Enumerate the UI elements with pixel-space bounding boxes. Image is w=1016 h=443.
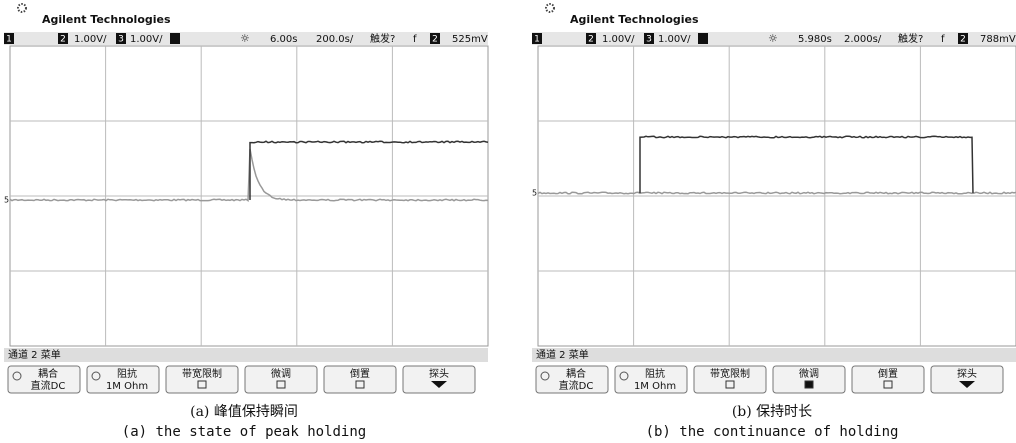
scope-panel: Agilent Technologies ☼ 1 2 1.00V/3 1.00V/5.98… — [532, 4, 1016, 440]
status-text: 1.00V/ — [658, 34, 691, 45]
button-label: 微调 — [799, 367, 819, 380]
button-label: 探头 — [429, 367, 449, 380]
brand: Agilent Technologies — [42, 13, 171, 26]
button-icon — [805, 381, 813, 388]
status-text: 5.980s — [798, 34, 832, 45]
button-label: 耦合 — [38, 367, 58, 380]
menu-bar — [532, 348, 1016, 362]
status-text: 1.00V/ — [74, 34, 107, 45]
status-text: 触发? — [370, 32, 395, 45]
button-label: 倒置 — [350, 368, 370, 380]
status-text: 1.00V/ — [130, 34, 163, 45]
ground-marker: 5 — [4, 196, 9, 205]
channel-box — [170, 33, 180, 44]
button-value: 直流DC — [31, 379, 66, 392]
status-text: 触发? — [898, 32, 923, 45]
menu-bar — [4, 348, 488, 362]
button-label: 探头 — [957, 367, 977, 380]
caption-cn: (b) 保持时长 — [732, 404, 812, 420]
status-text: 6.00s — [270, 34, 297, 45]
channel-number: 1 — [6, 35, 12, 45]
status-text: f — [941, 34, 945, 45]
figure: Agilent Technologies ☼ 1 2 1.00V/3 1.00V/6.00… — [0, 0, 1016, 443]
menu-title: 通道 2 菜单 — [8, 348, 61, 361]
channel-number: 2 — [60, 35, 66, 45]
menu-title: 通道 2 菜单 — [536, 348, 589, 361]
status-text: 2.000s/ — [844, 34, 882, 45]
trigger-icon: ☼ — [768, 32, 778, 45]
button-label: 阻抗 — [117, 367, 137, 380]
channel-number: 2 — [588, 35, 594, 45]
brand: Agilent Technologies — [570, 13, 699, 26]
status-text: 200.0s/ — [316, 34, 354, 45]
button-label: 微调 — [271, 367, 291, 380]
trigger-icon: ☼ — [240, 32, 250, 45]
caption-cn: (a) 峰值保持瞬间 — [190, 404, 298, 420]
caption-en: (a) the state of peak holding — [122, 424, 366, 440]
button-label: 阻抗 — [645, 367, 665, 380]
scope-panel: Agilent Technologies ☼ 1 2 1.00V/3 1.00V/6.00… — [4, 4, 488, 440]
channel-number: 2 — [960, 35, 966, 45]
caption-en: (b) the continuance of holding — [646, 424, 899, 440]
channel-number: 3 — [646, 35, 652, 45]
status-text: 1.00V/ — [602, 34, 635, 45]
button-label: 耦合 — [566, 367, 586, 380]
channel-box — [698, 33, 708, 44]
ground-marker: 5 — [532, 189, 537, 198]
status-text: 525mV — [452, 34, 488, 45]
button-label: 带宽限制 — [182, 367, 222, 380]
button-value: 直流DC — [559, 379, 594, 392]
button-value: 1M Ohm — [634, 381, 676, 392]
channel-number: 3 — [118, 35, 124, 45]
brand-logo — [18, 4, 26, 12]
channel-number: 1 — [534, 35, 540, 45]
button-label: 倒置 — [878, 368, 898, 380]
button-label: 带宽限制 — [710, 367, 750, 380]
channel-number: 2 — [432, 35, 438, 45]
status-text: f — [413, 34, 417, 45]
brand-logo — [546, 4, 554, 12]
status-text: 788mV — [980, 34, 1016, 45]
button-value: 1M Ohm — [106, 381, 148, 392]
